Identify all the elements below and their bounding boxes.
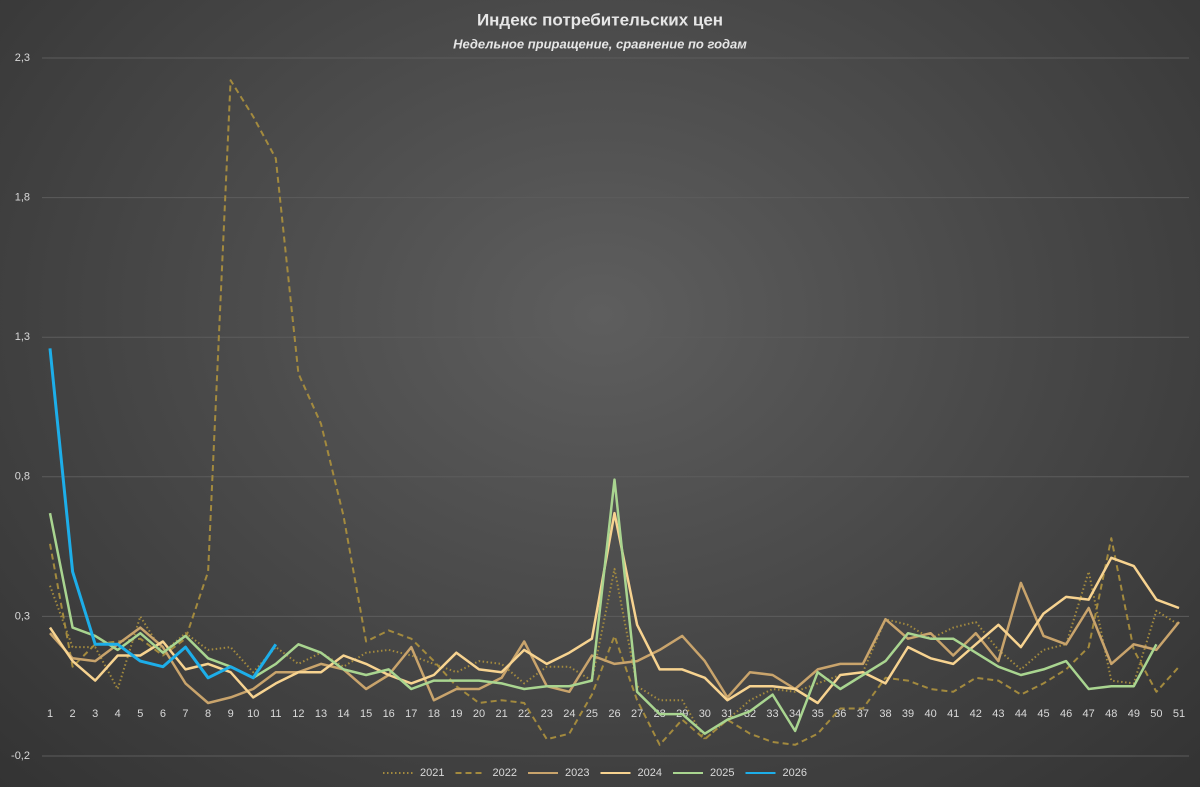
legend-label: 2026: [783, 767, 807, 779]
x-tick-label: 40: [924, 708, 936, 720]
x-tick-label: 11: [270, 708, 281, 720]
y-tick-label: 1,3: [15, 331, 30, 343]
x-tick-label: 19: [450, 708, 462, 720]
series-line: [48, 478, 1158, 735]
x-tick-label: 25: [586, 708, 598, 720]
x-tick-label: 41: [947, 708, 959, 720]
x-tick-label: 20: [473, 708, 485, 720]
x-tick-label: 34: [789, 708, 801, 720]
x-tick-label: 27: [631, 708, 643, 720]
y-tick-label: 1,8: [15, 192, 30, 204]
x-tick-label: 44: [1015, 708, 1027, 720]
legend-label: 2023: [565, 767, 589, 779]
x-tick-label: 6: [160, 708, 166, 720]
x-tick-label: 31: [721, 708, 733, 720]
x-tick-label: 10: [247, 708, 259, 720]
x-tick-label: 30: [699, 708, 711, 720]
x-tick-label: 22: [518, 708, 530, 720]
series-line: [49, 567, 1180, 741]
x-tick-label: 48: [1105, 708, 1117, 720]
x-tick-label: 8: [205, 708, 211, 720]
x-tick-label: 35: [812, 708, 824, 720]
x-tick-label: 15: [360, 708, 372, 720]
x-tick-label: 13: [315, 708, 327, 720]
legend-label: 2022: [493, 767, 517, 779]
x-tick-label: 33: [766, 708, 778, 720]
x-tick-label: 5: [137, 708, 143, 720]
legend-label: 2025: [710, 767, 734, 779]
x-tick-label: 16: [383, 708, 395, 720]
x-tick-label: 4: [115, 708, 121, 720]
x-tick-label: 17: [405, 708, 417, 720]
x-tick-label: 21: [495, 708, 507, 720]
series-line: [49, 79, 1180, 746]
y-tick-label: 2,3: [15, 52, 30, 64]
legend-label: 2024: [638, 767, 662, 779]
x-tick-label: 1: [47, 708, 53, 720]
chart-subtitle: Недельное приращение, сравнение по годам: [453, 36, 747, 51]
x-tick-label: 18: [428, 708, 440, 720]
x-tick-label: 47: [1083, 708, 1095, 720]
y-tick-label: 0,3: [15, 610, 30, 622]
y-tick-label: 0,8: [15, 471, 30, 483]
x-tick-label: 46: [1060, 708, 1072, 720]
x-tick-label: 49: [1128, 708, 1140, 720]
x-tick-label: 36: [834, 708, 846, 720]
x-tick-label: 2: [70, 708, 76, 720]
x-tick-label: 26: [608, 708, 620, 720]
x-tick-label: 39: [902, 708, 914, 720]
x-tick-label: 7: [182, 708, 188, 720]
y-tick-label: -0,2: [11, 750, 30, 762]
series-line: [48, 348, 278, 680]
x-tick-label: 32: [744, 708, 756, 720]
x-tick-label: 37: [857, 708, 869, 720]
x-tick-label: 12: [292, 708, 304, 720]
x-tick-label: 50: [1150, 708, 1162, 720]
x-tick-label: 42: [970, 708, 982, 720]
x-tick-label: 14: [337, 708, 349, 720]
chart-title: Индекс потребительских цен: [477, 10, 723, 29]
x-tick-label: 51: [1173, 708, 1185, 720]
series-line: [48, 511, 1180, 705]
x-tick-label: 43: [992, 708, 1004, 720]
x-tick-label: 9: [228, 708, 234, 720]
x-tick-label: 45: [1037, 708, 1049, 720]
series-line: [49, 581, 1180, 705]
x-tick-label: 3: [92, 708, 98, 720]
x-tick-label: 24: [563, 708, 575, 720]
x-tick-label: 23: [541, 708, 553, 720]
x-tick-label: 38: [879, 708, 891, 720]
legend-label: 2021: [420, 767, 444, 779]
